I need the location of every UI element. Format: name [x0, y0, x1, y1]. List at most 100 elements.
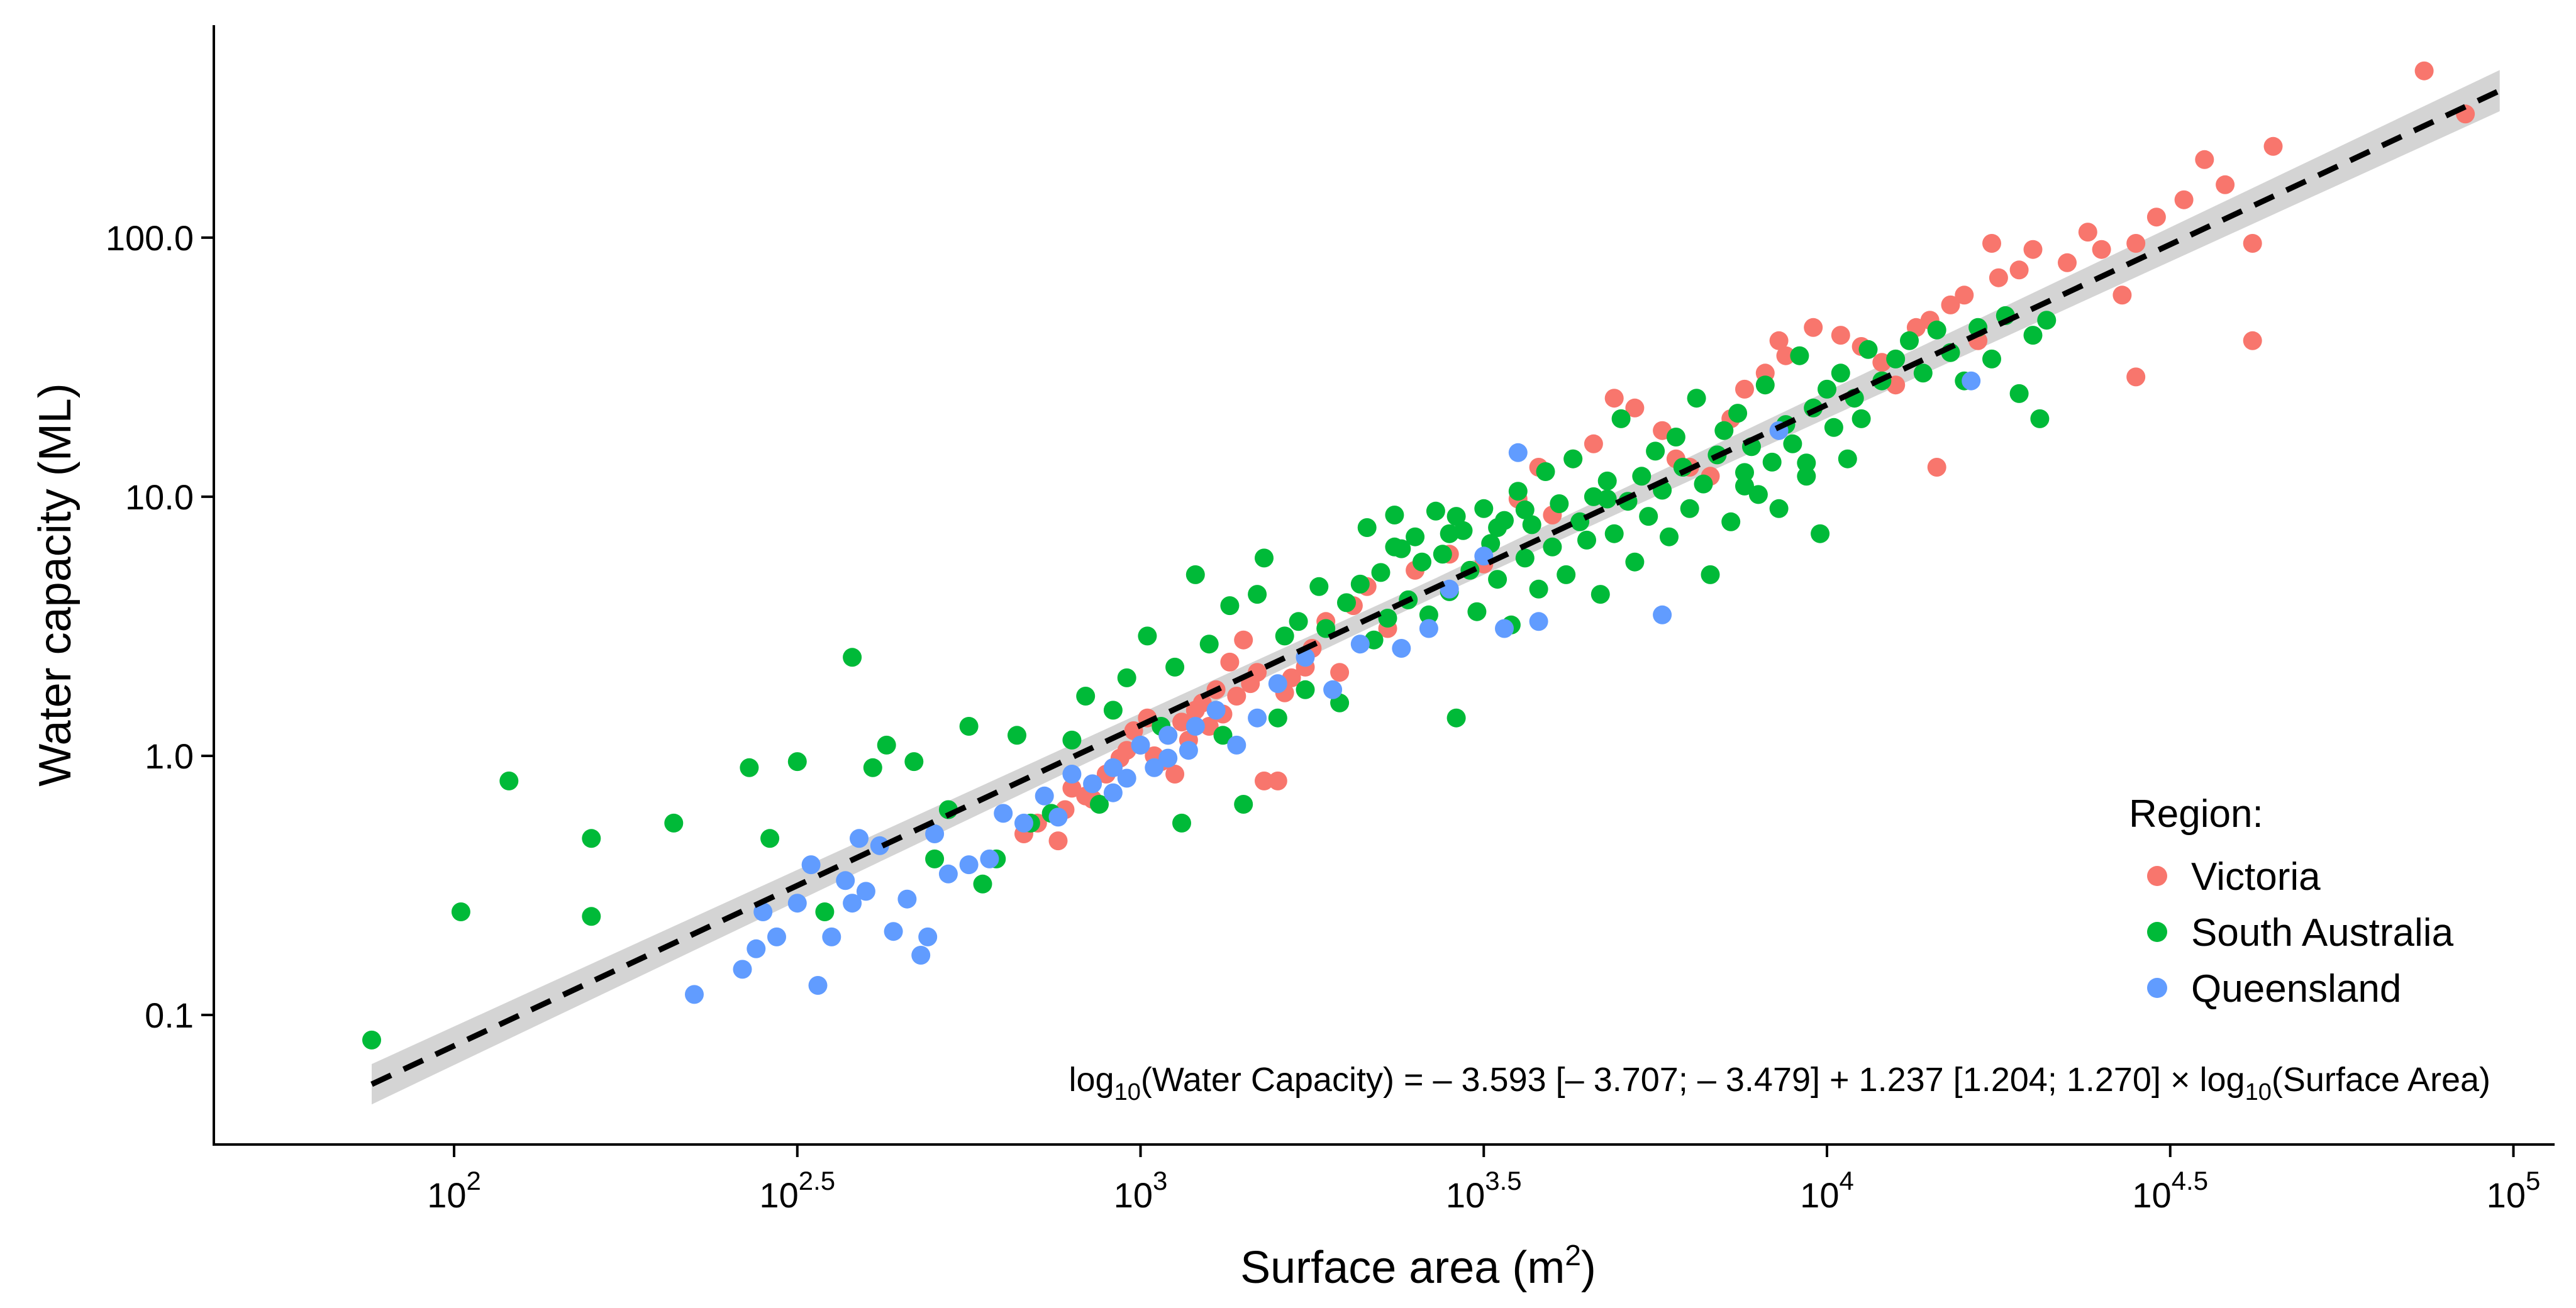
point-south-australia: [1769, 499, 1789, 518]
point-south-australia: [843, 648, 862, 667]
point-south-australia: [2009, 384, 2029, 403]
point-victoria: [1776, 346, 1796, 365]
point-south-australia: [1008, 726, 1026, 745]
x-tick-exponent: 3: [1153, 1166, 1167, 1195]
point-victoria: [2146, 208, 2166, 227]
legend-title: Region:: [2129, 792, 2263, 836]
point-south-australia: [1117, 668, 1136, 687]
equation-tail: (Surface Area): [2272, 1061, 2490, 1099]
point-south-australia: [2023, 326, 2043, 345]
point-victoria: [2023, 240, 2043, 259]
point-south-australia: [1062, 730, 1082, 750]
point-south-australia: [1371, 563, 1391, 582]
point-south-australia: [1550, 494, 1569, 513]
point-south-australia: [1275, 626, 1294, 646]
point-victoria: [2195, 150, 2214, 169]
point-south-australia: [1446, 507, 1466, 526]
point-south-australia: [1646, 441, 1665, 461]
point-queensland: [1962, 371, 1981, 391]
point-victoria: [1584, 434, 1603, 453]
point-south-australia: [1488, 518, 1507, 537]
point-queensland: [938, 864, 958, 884]
point-queensland: [897, 889, 917, 909]
point-queensland: [911, 946, 931, 965]
point-queensland: [685, 985, 704, 1004]
point-south-australia: [1255, 548, 1274, 568]
point-victoria: [1048, 831, 1068, 851]
point-victoria: [2216, 175, 2235, 194]
point-south-australia: [1543, 537, 1562, 557]
y-ticks: 0.1 1.0 10.0 100.0: [106, 218, 214, 1035]
point-south-australia: [1591, 585, 1610, 604]
point-south-australia: [1103, 701, 1123, 720]
point-south-australia: [2030, 409, 2050, 428]
point-queensland: [1185, 717, 1205, 736]
x-tick-label: 103: [1114, 1166, 1168, 1215]
point-south-australia: [1639, 507, 1658, 526]
equation-body: (Water Capacity) = – 3.593 [– 3.707; – 3…: [1141, 1061, 2245, 1099]
point-south-australia: [1701, 565, 1720, 584]
x-tick-label: 104: [1800, 1166, 1854, 1215]
point-south-australia: [1790, 346, 1809, 365]
point-south-australia: [1309, 577, 1329, 596]
point-south-australia: [1680, 499, 1699, 518]
point-south-australia: [787, 752, 807, 772]
point-queensland: [980, 849, 999, 868]
point-queensland: [1653, 605, 1672, 624]
point-victoria: [1804, 318, 1823, 337]
point-south-australia: [1234, 795, 1253, 814]
point-victoria: [2243, 331, 2262, 350]
point-south-australia: [1831, 363, 1850, 383]
x-tick-exponent: 2.5: [799, 1166, 835, 1195]
point-south-australia: [1838, 449, 1857, 468]
point-queensland: [856, 882, 875, 901]
point-queensland: [850, 829, 869, 848]
point-queensland: [753, 902, 773, 921]
point-south-australia: [1604, 524, 1624, 543]
x-tick-base: 10: [1114, 1175, 1153, 1215]
point-queensland: [787, 894, 807, 913]
point-south-australia: [1289, 612, 1308, 631]
point-south-australia: [1090, 795, 1109, 814]
point-queensland: [1103, 758, 1123, 777]
point-victoria: [2078, 223, 2097, 242]
point-south-australia: [1406, 527, 1425, 546]
point-victoria: [1735, 379, 1754, 399]
point-south-australia: [1721, 512, 1741, 531]
point-south-australia: [1413, 552, 1431, 572]
point-south-australia: [499, 771, 519, 790]
point-south-australia: [582, 907, 601, 926]
legend-key-victoria: [2147, 866, 2167, 886]
point-south-australia: [1735, 476, 1754, 496]
point-queensland: [1014, 813, 1033, 833]
point-victoria: [2112, 285, 2132, 305]
point-victoria: [2243, 234, 2262, 253]
point-south-australia: [1185, 565, 1205, 584]
point-victoria: [2126, 367, 2146, 387]
point-south-australia: [1797, 453, 1816, 473]
x-tick-exponent: 3.5: [1485, 1166, 1521, 1195]
x-tick-label: 105: [2487, 1166, 2541, 1215]
point-south-australia: [1440, 524, 1459, 543]
point-south-australia: [1138, 626, 1157, 646]
point-south-australia: [1632, 467, 1652, 486]
point-queensland: [1227, 735, 1246, 755]
point-victoria: [1604, 389, 1624, 408]
point-victoria: [1268, 771, 1287, 790]
point-queensland: [836, 871, 855, 890]
point-victoria: [2009, 260, 2029, 280]
point-queensland: [1419, 619, 1438, 638]
point-south-australia: [877, 735, 896, 755]
legend: Region: Victoria South Australia Queensl…: [2129, 792, 2454, 1011]
point-victoria: [1831, 326, 1850, 345]
point-queensland: [747, 939, 766, 958]
point-south-australia: [1316, 619, 1336, 638]
point-victoria: [2092, 240, 2111, 259]
point-south-australia: [1824, 418, 1843, 437]
point-victoria: [1989, 268, 2008, 287]
point-queensland: [801, 855, 821, 875]
point-south-australia: [1982, 349, 2001, 369]
point-south-australia: [1248, 585, 1267, 604]
legend-label-queensland: Queensland: [2191, 967, 2401, 1011]
